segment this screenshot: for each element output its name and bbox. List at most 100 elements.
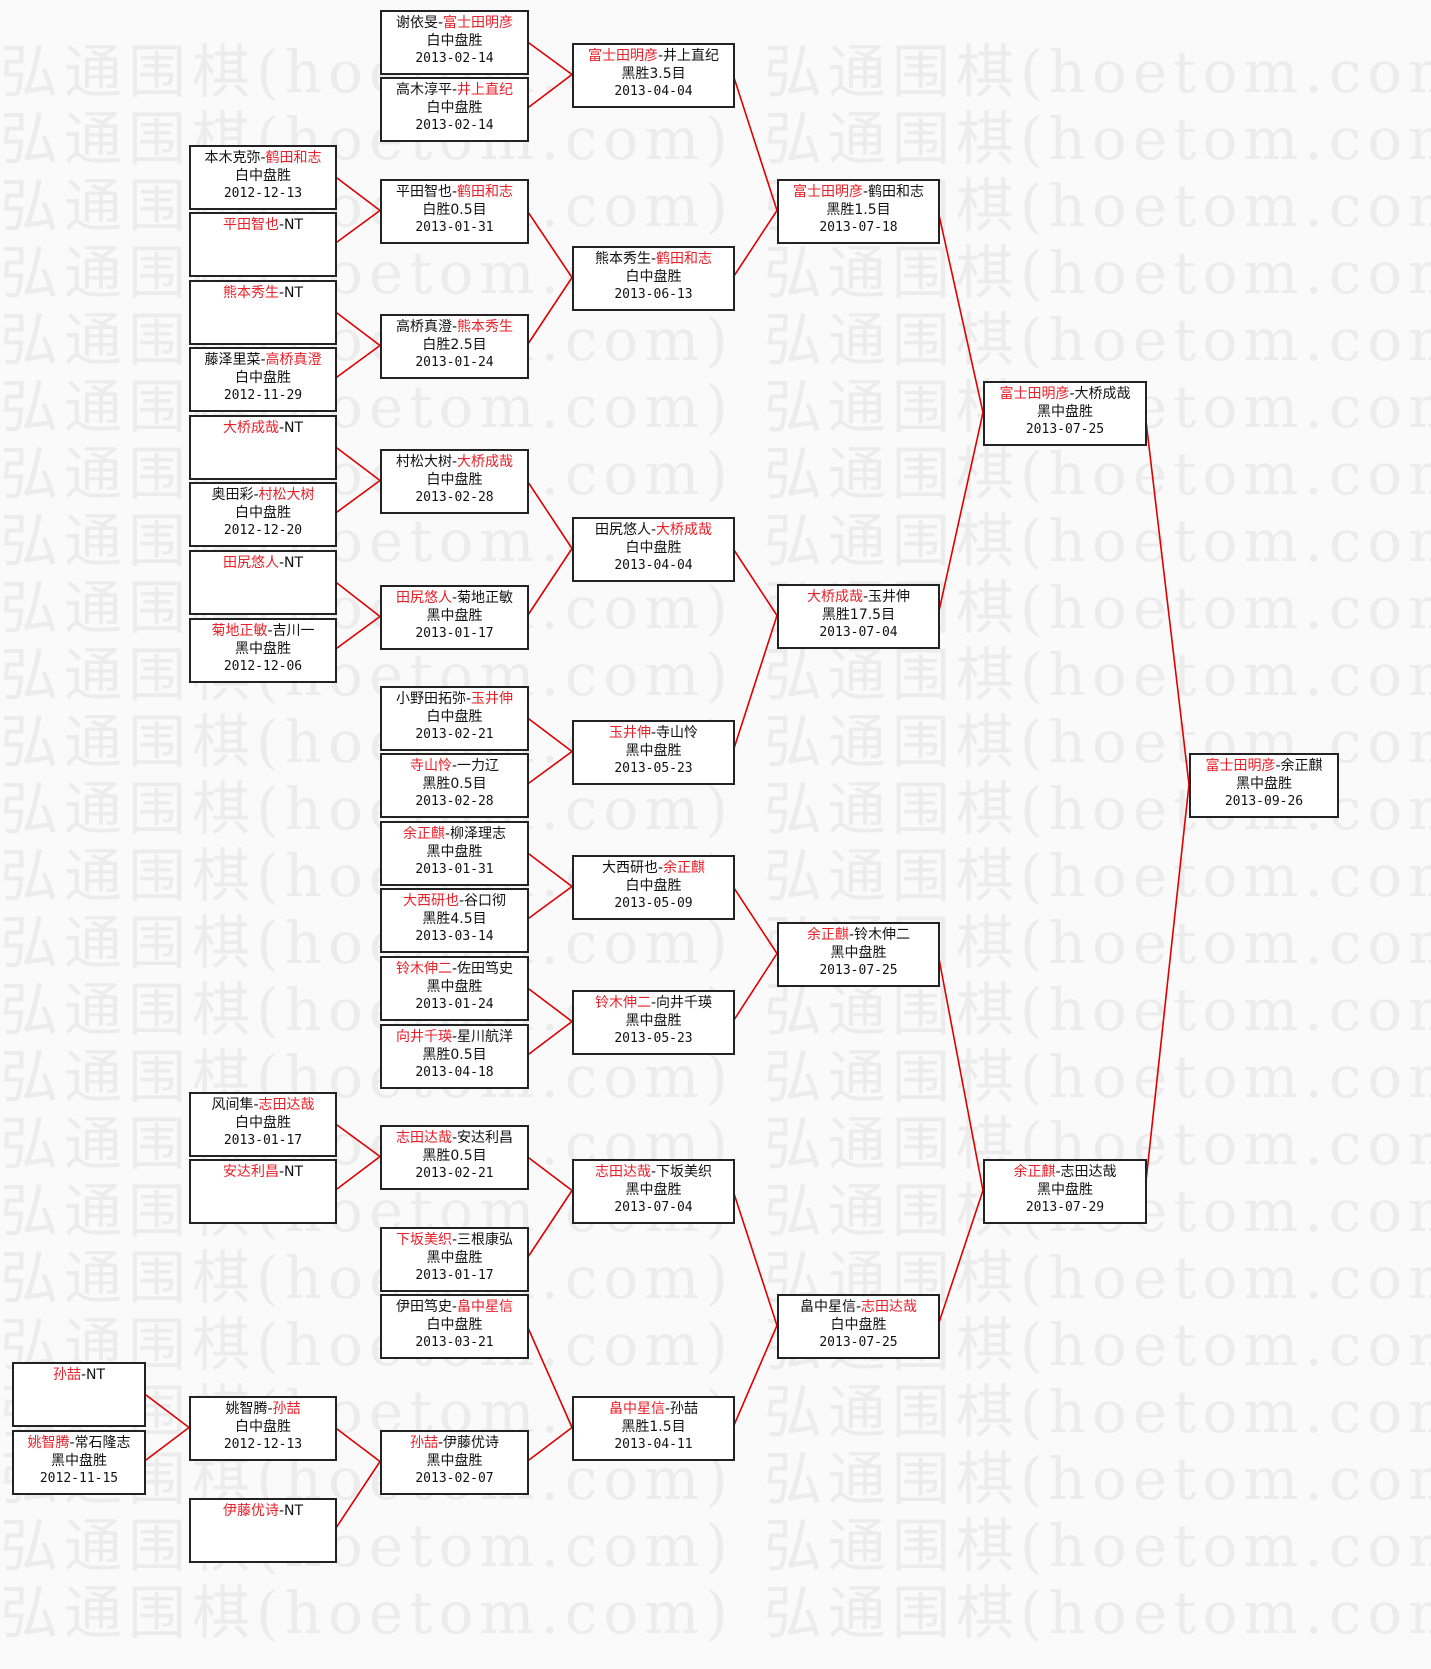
player-white: NT: [284, 1164, 304, 1180]
match-players: 平田智也-NT: [191, 216, 335, 234]
player-white: 鹤田和志: [265, 150, 322, 166]
match-players: 大西研也-谷口彻: [382, 892, 527, 910]
bracket-link: [732, 1325, 778, 1428]
player-black: 志田达哉: [395, 1130, 452, 1146]
match-date: 2013-02-14: [415, 51, 494, 66]
match-players: 富士田明彦-大桥成哉: [985, 385, 1145, 403]
match-players: 本木克弥-鹤田和志: [191, 149, 335, 167]
separator: -: [1055, 1164, 1061, 1180]
match-result: 黑中盘胜: [625, 1182, 682, 1198]
match-date: 2013-01-31: [415, 220, 494, 235]
separator: -: [69, 1435, 75, 1451]
separator: -: [650, 522, 657, 538]
separator: -: [1069, 386, 1075, 402]
match-result: 白中盘胜: [625, 269, 682, 285]
match-box: 大西研也-余正麒 白中盘胜 2013-05-09: [572, 855, 735, 920]
match-box: 安达利昌-NT: [189, 1159, 337, 1224]
player-white: 志田达哉: [861, 1299, 918, 1315]
match-result: 白中盘胜: [235, 168, 291, 184]
bracket-link: [732, 1190, 778, 1326]
separator: -: [657, 48, 664, 64]
separator: -: [451, 758, 458, 774]
separator: -: [451, 184, 458, 200]
player-white: 井上直纪: [663, 48, 720, 64]
match-box: 菊地正敏-吉川一 黑中盘胜 2012-12-06: [189, 618, 337, 683]
player-black: 大西研也: [601, 860, 658, 876]
match-result: 黑中盘胜: [426, 979, 483, 995]
bracket-link: [334, 175, 381, 212]
player-white: 一力辽: [457, 758, 500, 774]
match-box: 寺山怜-一力辽 黑胜0.5目 2013-02-28: [380, 753, 529, 818]
match-date: 2013-02-21: [415, 1166, 494, 1181]
bracket-link: [732, 886, 778, 954]
match-date: 2013-04-11: [614, 1437, 693, 1452]
match-players: 田尻悠人-NT: [191, 554, 335, 572]
match-result: 白中盘胜: [235, 370, 291, 386]
match-players: 小野田拓弥-玉井伸: [382, 690, 527, 708]
match-result: 黑中盘胜: [830, 945, 887, 961]
match-players: 藤泽里菜-高桥真澄: [191, 351, 335, 369]
match-players: 田尻悠人-菊地正敏: [382, 589, 527, 607]
match-date: 2013-03-14: [415, 929, 494, 944]
match-date: 2013-05-23: [614, 1031, 693, 1046]
match-players: 风间隼-志田达哉: [191, 1096, 335, 1114]
match-result: 白中盘胜: [426, 709, 483, 725]
match-result: 黑胜0.5目: [422, 1047, 487, 1063]
bracket-link: [334, 344, 381, 380]
bracket-link: [526, 277, 573, 346]
bracket-link: [526, 548, 573, 617]
bracket-link: [334, 615, 381, 651]
player-white: 寺山怜: [656, 725, 699, 741]
match-box: 富士田明彦-鹤田和志 黑胜1.5目 2013-07-18: [777, 179, 940, 244]
player-black: 余正麒: [402, 826, 445, 842]
match-date: 2013-02-28: [415, 794, 494, 809]
bracket-link: [526, 851, 573, 888]
player-black: 余正麒: [806, 927, 849, 943]
match-box: 志田达哉-下坂美织 黑中盘胜 2013-07-04: [572, 1159, 735, 1224]
match-result: 白中盘胜: [426, 1317, 483, 1333]
bracket-link: [526, 750, 573, 786]
separator: -: [848, 927, 855, 943]
player-white: 孙喆: [670, 1401, 699, 1417]
separator: -: [862, 184, 869, 200]
match-players: 熊本秀生-NT: [191, 284, 335, 302]
bracket-link: [732, 74, 778, 211]
bracket-link: [526, 40, 573, 76]
match-box: 孙喆-伊藤优诗 黑中盘胜 2013-02-07: [380, 1430, 529, 1495]
player-black: 风间隼: [211, 1097, 254, 1113]
player-white: 孙喆: [272, 1401, 301, 1417]
match-result: 白中盘胜: [235, 1419, 291, 1435]
match-box: 余正麒-志田达哉 黑中盘胜 2013-07-29: [983, 1159, 1147, 1224]
player-white: 余正麒: [1280, 758, 1323, 774]
player-black: 熊本秀生: [594, 251, 651, 267]
match-date: 2012-12-20: [223, 523, 303, 538]
separator: -: [451, 1029, 458, 1045]
separator: -: [650, 251, 657, 267]
player-black: 村松大树: [395, 454, 452, 470]
match-box: 畠中星信-孙喆 黑胜1.5目 2013-04-11: [572, 1396, 735, 1461]
match-players: 村松大树-大桥成哉: [382, 453, 527, 471]
player-white: 佐田笃史: [457, 961, 514, 977]
player-white: 大桥成哉: [457, 454, 514, 470]
match-players: 菊地正敏-吉川一: [191, 622, 335, 640]
match-box: 风间隼-志田达哉 白中盘胜 2013-01-17: [189, 1092, 337, 1157]
player-black: 志田达哉: [594, 1164, 651, 1180]
match-date: 2013-01-17: [415, 626, 494, 641]
separator: -: [451, 1299, 458, 1315]
match-players: 姚智腾-常石隆志: [14, 1434, 144, 1452]
match-result: 黑胜3.5目: [621, 66, 686, 82]
match-result: 黑胜0.5目: [422, 776, 487, 792]
player-white: 鹤田和志: [656, 251, 713, 267]
match-box: 伊田笃史-畠中星信 白中盘胜 2013-03-21: [380, 1294, 529, 1359]
player-white: 志田达哉: [258, 1097, 315, 1113]
match-result: 黑中盘胜: [426, 1453, 483, 1469]
match-date: 2013-07-25: [1025, 422, 1105, 437]
bracket-link: [526, 73, 573, 110]
player-white: 玉井伸: [471, 691, 514, 707]
match-result: 黑胜0.5目: [422, 1148, 487, 1164]
player-black: 下坂美织: [395, 1232, 452, 1248]
match-box: 富士田明彦-井上直纪 黑胜3.5目 2013-04-04: [572, 43, 735, 108]
player-white: 安达利昌: [457, 1130, 514, 1146]
separator: -: [253, 1097, 259, 1113]
separator: -: [1275, 758, 1281, 774]
